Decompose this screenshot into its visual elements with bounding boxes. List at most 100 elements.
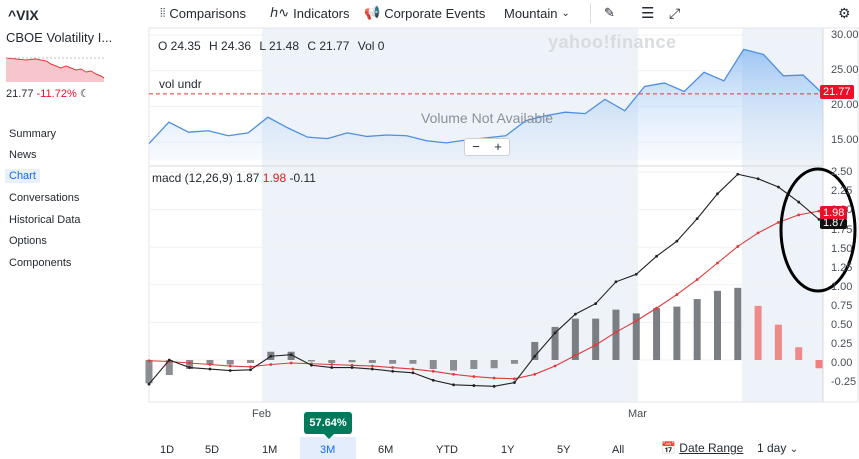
range-3m-highlight: [300, 437, 356, 459]
signal-point: [634, 319, 638, 323]
indicators-button[interactable]: ℎ∿ Indicators: [270, 4, 350, 22]
price-line: [148, 48, 824, 145]
histogram-bar: [328, 360, 336, 364]
nav-summary[interactable]: Summary: [9, 128, 57, 140]
chart-type-dropdown[interactable]: Mountain ⌄: [504, 4, 570, 22]
histogram-bar: [409, 360, 417, 364]
histogram-bar: [693, 299, 701, 360]
watermark: yahoo!finance: [548, 32, 677, 52]
chart-frame: [148, 27, 859, 403]
nav-historical-data[interactable]: Historical Data: [9, 214, 81, 226]
range-1d[interactable]: 1D: [160, 444, 175, 456]
signal-point: [655, 306, 658, 310]
macd-point: [594, 302, 598, 305]
comparisons-label: Comparisons: [169, 5, 246, 21]
histogram-bar: [510, 360, 518, 364]
nav-components[interactable]: Components: [9, 257, 72, 269]
corporate-events-button[interactable]: 📢 Corporate Events: [364, 4, 485, 22]
range-1y[interactable]: 1Y: [501, 444, 515, 456]
macd-point: [472, 384, 476, 387]
signal-badge: 1.98: [820, 206, 848, 220]
comparisons-button[interactable]: ⦙⦙ Comparisons: [160, 4, 246, 22]
macd-tick: 0.00: [831, 357, 853, 369]
x-label-feb: Feb: [252, 408, 271, 420]
nav-chart[interactable]: Chart: [5, 169, 40, 183]
signal-point: [208, 363, 212, 366]
macd-line: [148, 173, 820, 387]
histogram-bar: [632, 313, 640, 360]
signal-point: [391, 366, 395, 369]
ohlc-readout: O 24.35 H 24.36 L 21.48 C 21.77 Vol 0: [158, 39, 389, 53]
macd-point: [289, 353, 293, 357]
histogram-bar: [551, 326, 559, 360]
signal-point: [147, 359, 151, 363]
signal-point: [533, 372, 537, 376]
toolbar-divider: [590, 3, 591, 23]
interval-dropdown[interactable]: 1 day ⌄: [757, 441, 798, 455]
range-6m[interactable]: 6M: [378, 444, 394, 456]
annotation-circle: [779, 167, 857, 293]
indicators-icon: ℎ∿: [270, 5, 290, 20]
chevron-down-icon: ⌄: [789, 444, 799, 455]
ticker-name: CBOE Volatility I...: [6, 30, 113, 45]
zoom-control: − +: [464, 138, 510, 156]
gear-icon[interactable]: ⚙: [838, 4, 851, 21]
macd-point: [675, 239, 679, 243]
signal-point: [411, 367, 415, 371]
chevron-down-icon: ⌄: [561, 7, 570, 19]
signal-line: [148, 210, 820, 380]
macd-point: [614, 280, 618, 284]
range-1m[interactable]: 1M: [262, 444, 278, 456]
settings-list-icon[interactable]: ☰: [641, 5, 655, 22]
macd-point: [513, 381, 516, 384]
macd-point: [249, 368, 252, 372]
histogram-bar: [348, 360, 356, 363]
macd-point: [452, 383, 455, 387]
zoom-in-button[interactable]: +: [494, 139, 502, 154]
range-ytd[interactable]: YTD: [436, 444, 458, 456]
nav-options[interactable]: Options: [9, 235, 47, 247]
ticker-price-row: 21.77 -11.72% ☾: [6, 87, 90, 100]
nav-news[interactable]: News: [9, 149, 37, 161]
macd-point: [269, 354, 273, 358]
signal-point: [736, 245, 740, 248]
macd-tick: 2.50: [831, 166, 853, 178]
signal-point: [776, 220, 780, 224]
zoom-out-button[interactable]: −: [472, 139, 480, 154]
signal-point: [614, 330, 618, 334]
signal-point: [756, 231, 760, 235]
signal-point: [350, 363, 354, 367]
draw-pencil-icon[interactable]: ✎: [604, 5, 615, 20]
nav-conversations[interactable]: Conversations: [9, 192, 80, 204]
histogram-bar: [592, 318, 600, 360]
macd-point: [431, 378, 435, 382]
ticker-price: 21.77: [6, 88, 34, 100]
ticker-change: -11.72%: [36, 88, 77, 100]
range-all[interactable]: All: [612, 444, 625, 456]
price-area: [149, 49, 823, 160]
volume-value: Vol 0: [357, 39, 385, 53]
macd-point: [716, 192, 719, 196]
range-5y[interactable]: 5Y: [557, 444, 571, 456]
signal-point: [594, 343, 598, 347]
signal-point: [492, 376, 496, 380]
low-value: L 21.48: [259, 39, 300, 53]
histogram-bar: [531, 341, 539, 360]
histogram-bar: [571, 318, 579, 360]
date-range-button[interactable]: 📅 Date Range: [661, 441, 743, 455]
range-5d[interactable]: 5D: [205, 444, 220, 456]
histogram-bar: [754, 305, 762, 360]
chart-type-label: Mountain: [504, 5, 558, 21]
macd-point: [310, 363, 313, 367]
fullscreen-icon[interactable]: ⤢: [669, 4, 681, 21]
histogram-bar: [307, 360, 315, 362]
price-tick: 30.00: [831, 29, 859, 41]
histogram-bar: [368, 360, 376, 364]
macd-point: [167, 358, 171, 362]
range-3m[interactable]: 3M: [320, 444, 336, 456]
comparisons-icon: ⦙⦙: [160, 5, 166, 20]
price-tick: 25.00: [831, 64, 859, 76]
price-tick: 15.00: [831, 134, 859, 146]
histogram-bar: [795, 347, 803, 360]
